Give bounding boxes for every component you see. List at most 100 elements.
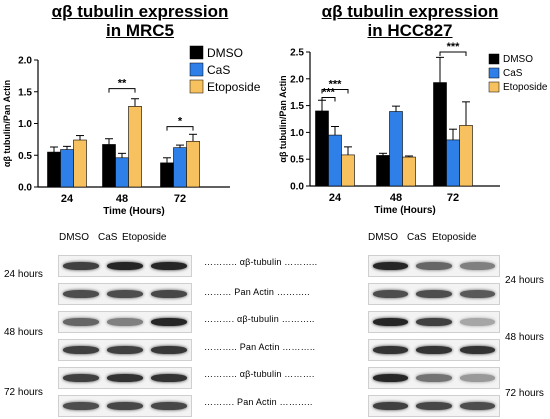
left-lane-header-dmso: DMSO: [59, 232, 89, 243]
mrc5-bar-dmso-24: [47, 151, 61, 188]
right-blot-band: [459, 262, 495, 270]
mrc5-significance-bracket: [108, 88, 136, 93]
left-blot-band: [151, 262, 187, 270]
right-time-label: 72 hours: [505, 388, 544, 399]
hcc827-y-tick-label: 2.5: [290, 48, 304, 59]
left-chart-title: αβ tubulin expression in MRC5: [35, 2, 245, 40]
mrc5-bar-cas-48: [115, 157, 129, 188]
left-blot-band: [107, 262, 143, 270]
hcc827-y-tick-label: 1.5: [290, 101, 304, 112]
right-blot-band: [459, 374, 495, 382]
hcc827-significance-bracket: [321, 97, 336, 102]
protein-label: ……….. αβ-tubulin ……….: [204, 369, 315, 379]
left-title-line1: αβ tubulin expression: [51, 2, 229, 21]
left-blot-band: [63, 402, 99, 410]
hcc827-bar-etoposide-48: [402, 156, 416, 187]
hcc827-bar-etoposide-72: [459, 125, 473, 187]
mrc5-legend-label-etoposide: Etoposide: [207, 80, 261, 94]
mrc5-legend-swatch-etoposide: [189, 79, 204, 94]
hcc827-bar-dmso-72: [433, 82, 447, 187]
mrc5-bar-etoposide-24: [73, 139, 87, 188]
left-blot-band: [107, 290, 143, 298]
left-blot-band: [151, 318, 187, 326]
mrc5-x-tick-label: 72: [174, 193, 186, 205]
hcc827-bar-cas-72: [446, 139, 460, 187]
right-blot-band: [416, 374, 452, 382]
right-lane-header-dmso: DMSO: [368, 232, 398, 243]
right-blot-strip: [368, 283, 500, 305]
right-blot-band: [373, 318, 409, 326]
hcc827-y-tick-label: 2.0: [290, 74, 304, 85]
hcc827-bar-chart: 0.0 0.5 1.0 1.5 2.0 2.5 αβ tubulin/Pan Actin 24…: [278, 41, 548, 216]
right-time-label: 24 hours: [505, 275, 544, 286]
left-title-line2: in MRC5: [106, 21, 174, 40]
right-blot-band: [416, 262, 452, 270]
hcc827-bar-cas-48: [389, 111, 403, 187]
hcc827-legend-swatch-cas: [488, 67, 500, 79]
mrc5-y-tick-label: 2.0: [18, 56, 32, 67]
mrc5-x-axis-label: Time (Hours): [103, 206, 165, 217]
right-blot-band: [459, 402, 495, 410]
left-blot-band: [151, 290, 187, 298]
hcc827-bar-cas-24: [328, 134, 342, 187]
right-blot-band: [373, 374, 409, 382]
left-blot-band: [63, 374, 99, 382]
mrc5-bar-dmso-72: [160, 162, 174, 188]
mrc5-legend-label-dmso: DMSO: [207, 46, 243, 60]
mrc5-bar-cas-72: [173, 147, 187, 188]
mrc5-bar-chart: 0.0 0.5 1.0 1.5 2.0 αβ tubulin/Pan Actin 24 48 7…: [2, 45, 261, 217]
mrc5-y-axis-label: αβ tubulin/Pan Actin: [2, 80, 12, 167]
right-blot-band: [373, 290, 409, 298]
hcc827-significance-label: ***: [329, 79, 343, 91]
mrc5-x-tick-label: 24: [61, 193, 74, 205]
right-blot-band: [416, 402, 452, 410]
right-blot-band: [373, 262, 409, 270]
left-lane-header-etoposide: Etoposide: [122, 232, 167, 243]
right-blot-band: [416, 318, 452, 326]
mrc5-x-tick-label: 48: [116, 193, 128, 205]
right-title-line2: in HCC827: [367, 21, 453, 40]
mrc5-y-tick-label: 1.5: [18, 87, 32, 98]
hcc827-x-axis-label: Time (Hours): [374, 205, 436, 216]
mrc5-bar-cas-24: [60, 149, 74, 188]
mrc5-bar-dmso-48: [102, 144, 116, 188]
left-blot-strip: [58, 283, 192, 305]
left-blot-band: [63, 318, 99, 326]
left-blot-band: [151, 374, 187, 382]
protein-label: ……….. Pan Actin ………..: [204, 342, 316, 352]
hcc827-y-axis-label: αβ tubulin/Pan Actin: [278, 75, 288, 162]
blot-protein-labels: ……….. αβ-tubulin ……….. ……… Pan Actin ……….…: [198, 225, 358, 419]
left-blot-band: [63, 262, 99, 270]
hcc827-significance-label: ***: [447, 41, 461, 53]
right-chart-title: αβ tubulin expression in HCC827: [305, 2, 515, 40]
hcc827-legend-label-dmso: DMSO: [503, 54, 533, 65]
protein-label: ………. Pan Actin ………..: [204, 397, 313, 407]
right-blot-strip: [368, 255, 500, 277]
left-western-blot-panel: DMSO CaS Etoposide 24 hours 48 hours 72 hours: [0, 225, 275, 419]
left-blot-strip: [58, 339, 192, 361]
hcc827-legend-swatch-etoposide: [488, 81, 500, 93]
mrc5-legend-swatch-cas: [189, 62, 204, 77]
left-blot-band: [63, 346, 99, 354]
left-blot-band: [151, 402, 187, 410]
hcc827-y-tick-label: 1.0: [290, 128, 304, 139]
hcc827-significance-bracket: [439, 51, 467, 56]
mrc5-bar-etoposide-72: [186, 140, 200, 188]
hcc827-significance-bracket: [321, 89, 349, 94]
hcc827-x-tick-label: 24: [329, 192, 342, 204]
right-western-blot-panel: DMSO CaS Etoposide 24 hours 48 hours 72 hours: [355, 225, 550, 419]
mrc5-significance-bracket: [166, 126, 194, 131]
left-time-label: 24 hours: [4, 269, 43, 280]
left-blot-strip: [58, 255, 192, 277]
right-blot-strip: [368, 311, 500, 333]
left-blot-band: [107, 346, 143, 354]
left-blot-band: [107, 374, 143, 382]
right-title-line1: αβ tubulin expression: [321, 2, 499, 21]
right-blot-band: [373, 346, 409, 354]
right-blot-band: [459, 318, 495, 326]
left-blot-strip: [58, 311, 192, 333]
right-time-label: 48 hours: [505, 332, 544, 343]
left-blot-band: [107, 318, 143, 326]
protein-label: ………. αβ-tubulin ………..: [204, 314, 315, 324]
hcc827-legend-swatch-dmso: [488, 53, 500, 65]
